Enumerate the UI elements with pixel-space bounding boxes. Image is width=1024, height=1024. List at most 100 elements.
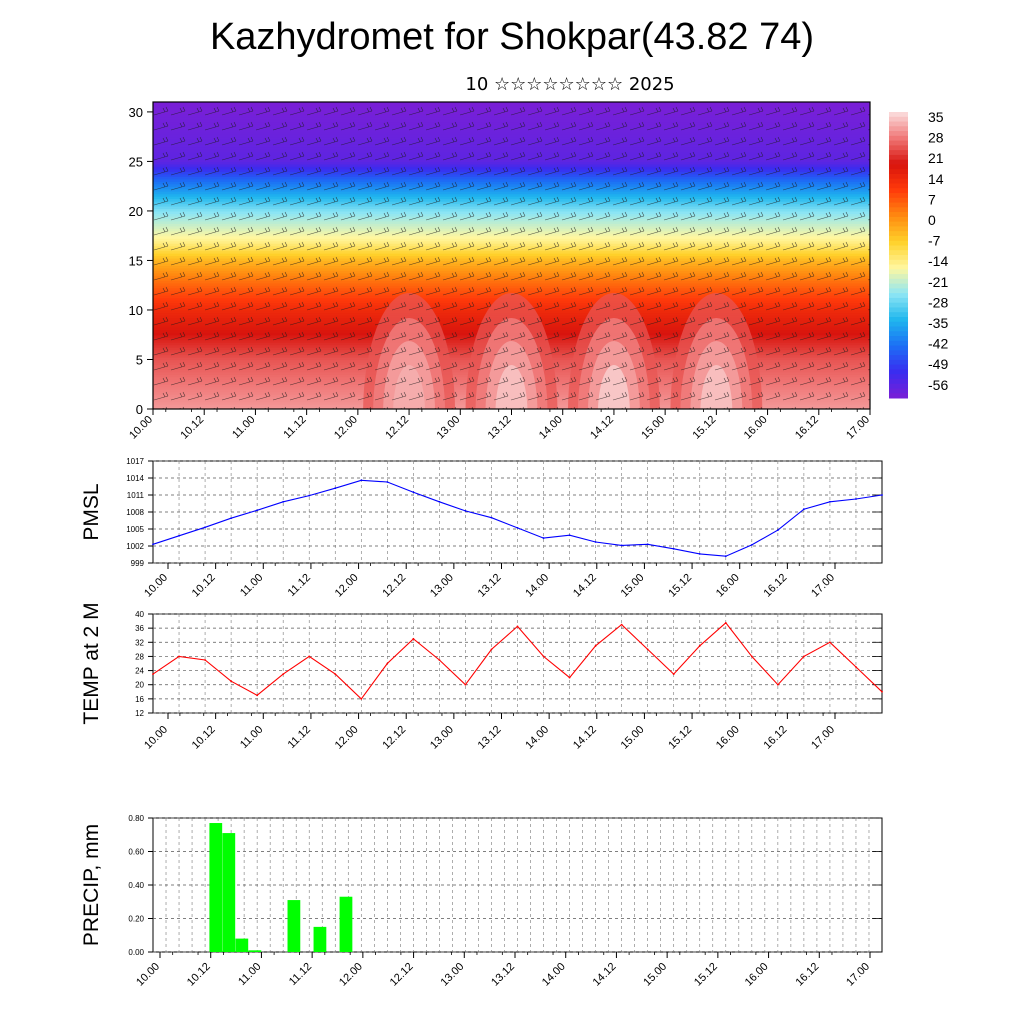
temp-x-tick-label: 14.12 [571,724,599,752]
temp-x-tick-label: 12.12 [380,724,408,752]
colorbar-segment [889,197,908,204]
colorbar-label: -56 [928,377,948,393]
colorbar-label: 35 [928,109,944,125]
temp-data-point [412,637,415,640]
colorbar-segment [889,121,908,127]
heat-x-tick-label: 12.00 [332,414,360,442]
colorbar-label: -28 [928,294,948,310]
temp-data-point [881,690,883,693]
temp-y-tick-label: 16 [135,695,144,704]
precip-panel: 0.00 0.20 0.40 0.60 0.80 PRECIP, mm 10.00 10.12… [80,814,883,989]
pmsl-data-point [204,526,206,529]
temp-x-tick-label: 13.12 [476,724,504,752]
pmsl-data-point [829,500,831,503]
heat-x-tick-label: 10.12 [178,414,206,442]
temp-x-tick-label: 16.12 [762,724,790,752]
heat-x-tick-label: 11.12 [281,414,308,441]
colorbar-segment [889,231,908,237]
colorbar-segment [889,207,908,213]
temp-y-tick-label: 36 [135,624,144,633]
colorbar-segment [889,359,908,366]
colorbar-segment [889,131,908,137]
pmsl-data-point [490,516,493,519]
colorbar-segment [889,255,908,261]
colorbar-segment [889,369,908,375]
colorbar-segment [889,345,908,351]
pmsl-y-tick-label: 1017 [126,457,144,466]
pmsl-x-tick-label: 16.12 [762,572,790,600]
precip-y-tick-label: 0.20 [128,915,144,924]
precip-x-tick-label: 13.12 [489,961,517,989]
pmsl-data-point [152,543,154,546]
colorbar-label: 28 [928,130,944,146]
temp-x-tick-label: 11.12 [286,724,313,751]
temp-x-tick-label: 17.00 [809,724,837,752]
precip-y-tick-label: 0.40 [128,881,144,890]
colorbar-label: -49 [928,356,948,372]
colorbar-segment [889,154,908,161]
colorbar-segment [889,326,908,332]
pmsl-panel: 999 1002 1005 1008 1011 1014 1017 PMSL 10.00 10.1… [80,457,883,600]
pmsl-x-tick-label: 14.12 [571,572,599,600]
colorbar-segment [889,393,908,399]
precip-x-tick-label: 16.00 [743,961,771,989]
precip-x-tick-label: 16.12 [793,961,821,989]
heat-x-tick-label: 16.00 [742,414,770,442]
colorbar-label: 14 [928,171,944,187]
colorbar-segment [889,297,908,304]
pmsl-data-point [178,534,180,537]
colorbar-segment [889,383,908,389]
colorbar-segment [889,350,908,356]
cross-section-panel: 0 5 10 15 20 25 30 10.00 10.12 11.00 11.12 12.00 12.… [127,101,872,442]
temp-data-point [750,655,753,658]
pmsl-y-tick-label: 1002 [126,542,144,551]
temp-data-point [829,641,831,644]
temp-data-point [490,648,493,651]
colorbar-segment [889,321,908,327]
temp-data-point [594,644,597,647]
precip-x-tick-label: 15.00 [641,961,669,989]
colorbar-segment [889,178,908,184]
pmsl-data-point [542,537,545,539]
heat-y-tick-label: 25 [129,154,143,169]
colorbar-segment [889,216,908,223]
precip-x-tick-label: 11.00 [236,961,263,988]
precip-x-tick-label: 10.12 [185,961,213,989]
pmsl-x-tick-label: 12.12 [380,572,408,600]
heat-y-tick-label: 10 [129,303,143,318]
temp-y-tick-label: 12 [135,709,144,718]
precip-x-tick-label: 17.00 [844,961,872,989]
heat-x-tick-label: 14.00 [537,414,565,442]
precip-x-tick-label: 12.12 [388,961,416,989]
pmsl-data-point [594,541,597,543]
heat-x-tick-label: 15.00 [639,414,667,442]
heat-x-tick-label: 16.12 [793,414,821,442]
colorbar-segment [889,355,908,361]
colorbar-segment [889,316,908,323]
colorbar-label: -14 [928,253,948,269]
temp-y-axis-title: TEMP at 2 M [80,602,103,724]
pmsl-data-point [802,508,805,511]
colorbar-segment [889,264,908,270]
heat-y-tick-label: 15 [129,253,143,268]
precip-bar [339,896,353,952]
colorbar-segment [889,340,908,347]
pmsl-y-tick-label: 1011 [127,491,145,500]
pmsl-data-point [360,479,363,482]
colorbar-segment [889,364,908,370]
temp-x-tick-label: 13.00 [428,724,456,752]
heat-x-tick-label: 13.12 [486,414,514,442]
precip-y-tick-label: 0.00 [128,948,144,957]
temp-y-tick-label: 24 [135,667,144,676]
colorbar-segment [889,221,908,227]
colorbar-segment [889,226,908,232]
temp-data-point [464,683,467,686]
colorbar-segment [889,112,908,118]
temp-data-point [698,644,701,647]
pmsl-data-point [568,534,571,537]
pmsl-data-point [516,526,519,529]
heat-y-tick-label: 30 [129,105,143,120]
heat-x-tick-label: 11.00 [230,414,257,441]
colorbar-segment [889,212,908,218]
